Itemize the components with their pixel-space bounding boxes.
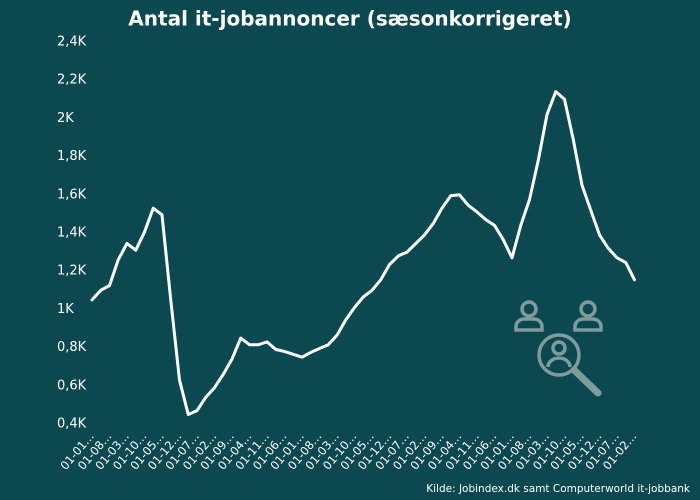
y-tick-label: 2,4K bbox=[57, 35, 87, 50]
y-tick-label: 2K bbox=[57, 111, 74, 126]
y-tick-label: 0,4K bbox=[57, 417, 87, 432]
source-note: Kilde: Jobindex.dk samt Computerworld it… bbox=[426, 483, 691, 495]
chart-title: Antal it-jobannoncer (sæsonkorrigeret) bbox=[128, 7, 571, 31]
y-tick-label: 1,4K bbox=[57, 226, 87, 241]
y-tick-label: 1,6K bbox=[57, 187, 87, 202]
y-tick-label: 1,2K bbox=[57, 264, 87, 279]
search-people-icon bbox=[514, 300, 603, 397]
y-tick-label: 1K bbox=[57, 302, 74, 317]
y-tick-label: 0,6K bbox=[57, 378, 87, 393]
data-line bbox=[90, 90, 636, 416]
y-tick-label: 0,8K bbox=[57, 340, 87, 355]
y-tick-label: 2,2K bbox=[57, 73, 87, 88]
y-tick-label: 1,8K bbox=[57, 149, 87, 164]
